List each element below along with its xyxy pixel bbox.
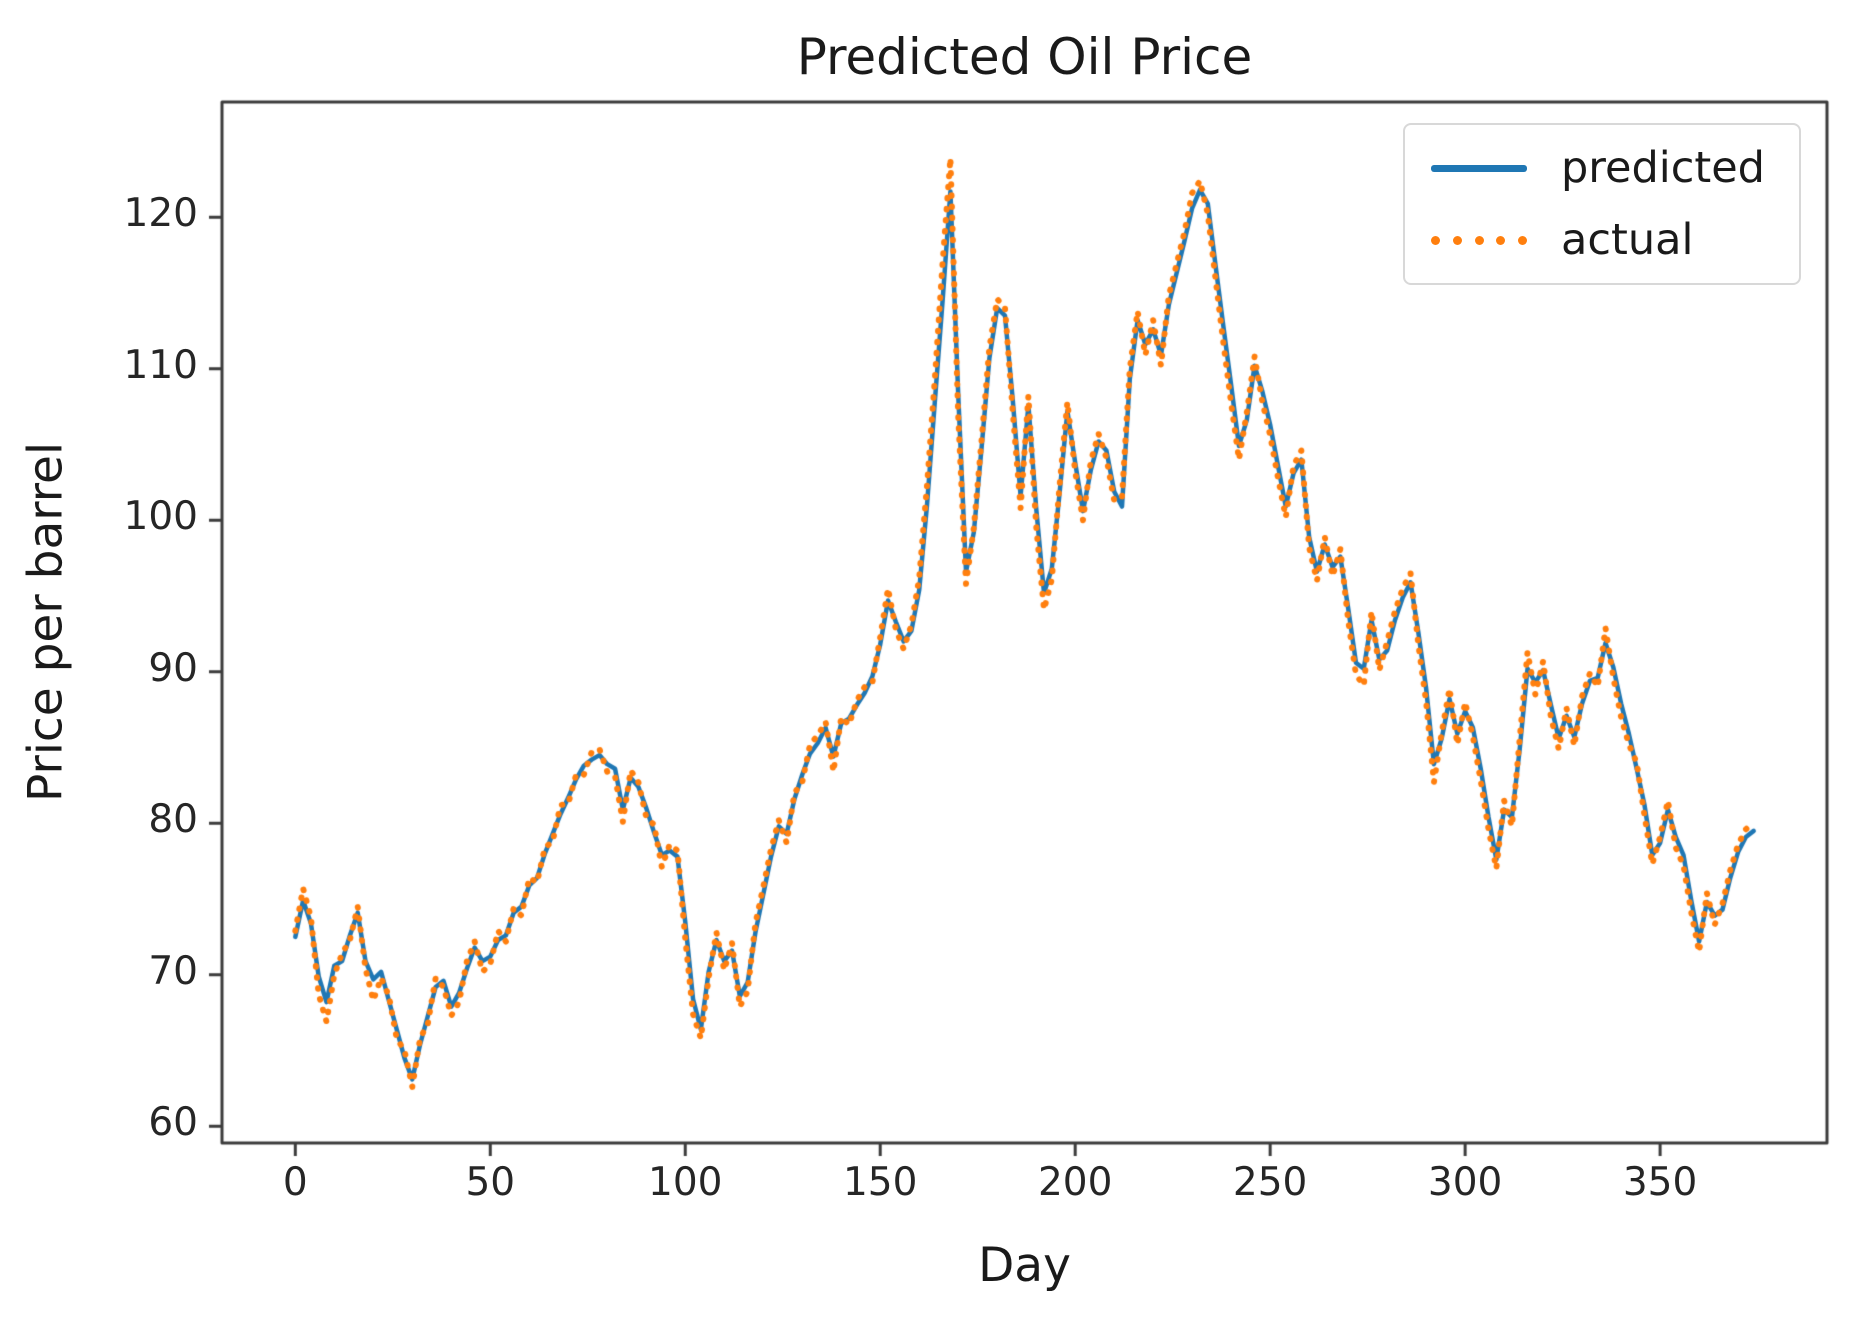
legend-entry-predicted: predicted — [1405, 132, 1799, 204]
legend-dot — [1518, 235, 1527, 245]
x-tick-label: 100 — [648, 1160, 723, 1205]
legend-dot — [1431, 235, 1440, 245]
legend-label-predicted: predicted — [1561, 143, 1765, 193]
y-tick-label: 80 — [148, 797, 198, 843]
x-tick-label: 350 — [1622, 1160, 1698, 1205]
legend-dot — [1452, 235, 1462, 245]
predicted-line-swatch — [1431, 164, 1527, 172]
x-tick-label: 0 — [282, 1160, 308, 1205]
y-tick-label: 70 — [148, 948, 198, 994]
y-tick-label: 120 — [123, 191, 198, 237]
y-tick-label: 60 — [148, 1100, 198, 1146]
x-tick-label: 300 — [1427, 1160, 1503, 1205]
x-tick-label: 50 — [465, 1160, 516, 1205]
y-tick-label: 110 — [123, 342, 198, 388]
chart-title: Predicted Oil Price — [796, 28, 1253, 86]
legend-label-actual: actual — [1561, 215, 1694, 265]
legend-dot — [1474, 235, 1484, 245]
x-tick-label: 150 — [842, 1160, 918, 1205]
y-tick-label: 100 — [123, 494, 198, 540]
actual-dotted-swatch — [1431, 235, 1527, 245]
legend: predicted actual — [1403, 123, 1801, 285]
x-tick-label: 250 — [1232, 1160, 1308, 1205]
legend-dot — [1496, 235, 1506, 245]
legend-entry-actual: actual — [1405, 204, 1799, 276]
y-tick-label: 90 — [148, 645, 198, 691]
x-axis-label: Day — [978, 1238, 1071, 1293]
x-tick-label: 200 — [1037, 1160, 1113, 1205]
